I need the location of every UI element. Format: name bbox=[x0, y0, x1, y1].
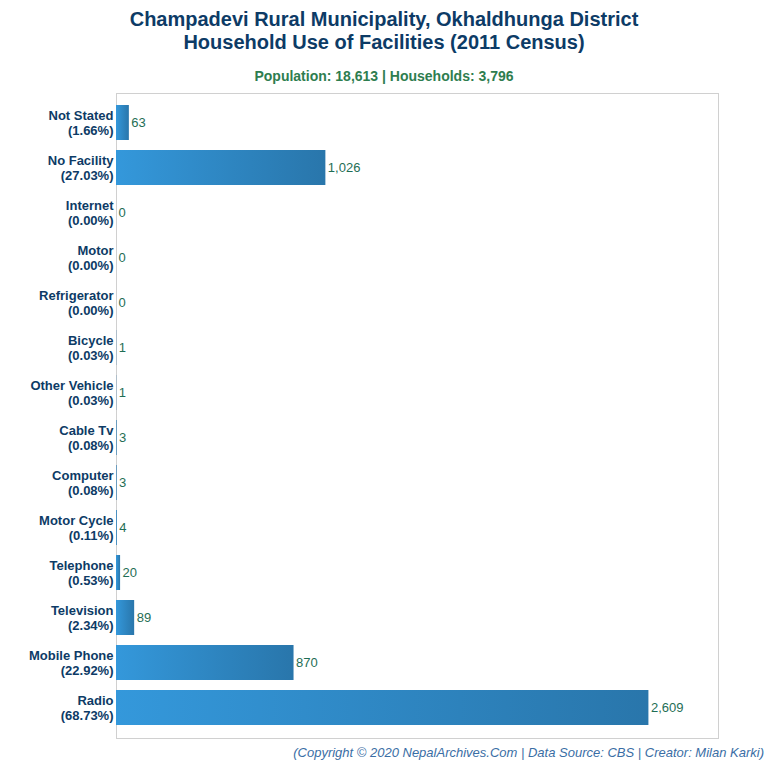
svg-text:Motor(0.00%): Motor(0.00%) bbox=[68, 243, 114, 272]
svg-text:0: 0 bbox=[119, 295, 126, 310]
html-text:Champadevi Rural Municipality,: Champadevi Rural Municipality, Okhaldhun… bbox=[129, 8, 639, 53]
svg-text:0: 0 bbox=[119, 250, 126, 265]
svg-text:Bicycle(0.03%): Bicycle(0.03%) bbox=[68, 333, 114, 362]
svg-text:1,026: 1,026 bbox=[328, 160, 361, 175]
svg-text:3: 3 bbox=[119, 475, 126, 490]
svg-text:Computer(0.08%): Computer(0.08%) bbox=[52, 468, 113, 497]
svg-text:63: 63 bbox=[131, 115, 145, 130]
svg-text:No Facility(27.03%): No Facility(27.03%) bbox=[48, 153, 115, 182]
svg-text:Not Stated(1.66%): Not Stated(1.66%) bbox=[49, 108, 114, 137]
svg-text:870: 870 bbox=[296, 655, 318, 670]
svg-text:Refrigerator(0.00%): Refrigerator(0.00%) bbox=[39, 288, 113, 317]
svg-text:4: 4 bbox=[119, 520, 126, 535]
svg-text:Mobile Phone(22.92%): Mobile Phone(22.92%) bbox=[29, 648, 114, 677]
svg-text:Telephone(0.53%): Telephone(0.53%) bbox=[49, 558, 113, 587]
html-text:(Copyright © 2020 NepalArchive: (Copyright © 2020 NepalArchives.Com | Da… bbox=[293, 745, 764, 760]
svg-text:89: 89 bbox=[137, 610, 151, 625]
svg-text:Radio(68.73%): Radio(68.73%) bbox=[61, 693, 114, 722]
svg-text:2,609: 2,609 bbox=[651, 700, 684, 715]
svg-text:Motor Cycle(0.11%): Motor Cycle(0.11%) bbox=[39, 513, 113, 542]
svg-text:Other Vehicle(0.03%): Other Vehicle(0.03%) bbox=[30, 378, 113, 407]
svg-text:Cable Tv(0.08%): Cable Tv(0.08%) bbox=[59, 423, 114, 452]
svg-text:1: 1 bbox=[119, 385, 126, 400]
svg-text:Television(2.34%): Television(2.34%) bbox=[51, 603, 114, 632]
svg-text:1: 1 bbox=[119, 340, 126, 355]
svg-text:20: 20 bbox=[123, 565, 137, 580]
svg-text:Internet(0.00%): Internet(0.00%) bbox=[66, 198, 114, 227]
svg-text:3: 3 bbox=[119, 430, 126, 445]
svg-text:0: 0 bbox=[119, 205, 126, 220]
html-text:Population: 18,613 | Household: Population: 18,613 | Households: 3,796 bbox=[254, 68, 514, 84]
